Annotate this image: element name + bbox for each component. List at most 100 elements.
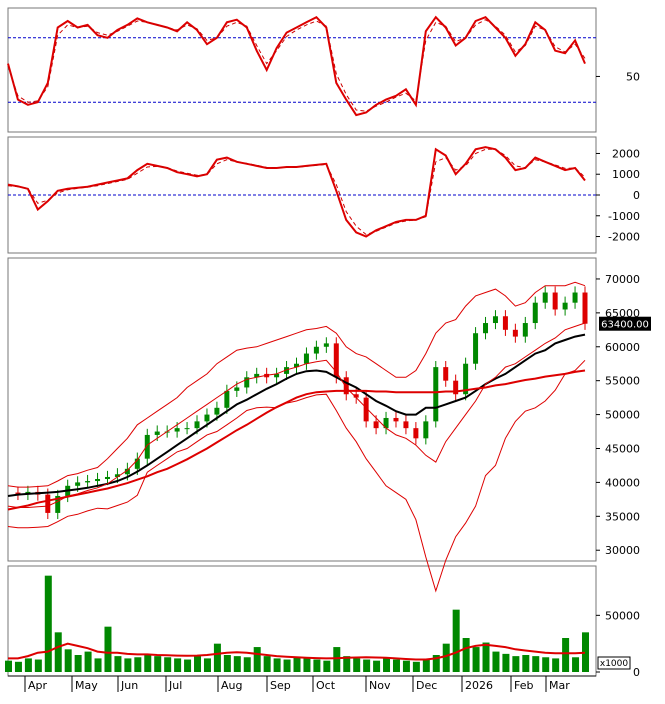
volume-bar (14, 661, 22, 672)
price-candle-body (323, 343, 329, 347)
volume-bar (34, 659, 42, 672)
price-candle-body (85, 481, 91, 483)
y-tick-label: 60000 (605, 341, 640, 354)
price-candle-body (55, 495, 61, 513)
volume-bar (492, 651, 500, 672)
volume-bar (154, 656, 162, 672)
volume-bar (373, 660, 381, 672)
volume-bar (422, 659, 430, 672)
price-candle-body (353, 394, 359, 398)
price-candle-body (254, 373, 260, 378)
volume-bar (233, 656, 241, 672)
price-candle-body (403, 421, 409, 429)
volume-bar (452, 609, 460, 672)
volume-bar (522, 655, 530, 672)
price-candle-body (562, 302, 568, 310)
volume-bar (532, 656, 540, 672)
volume-bar (253, 647, 261, 672)
x-month-label: Feb (514, 679, 533, 692)
y-tick-label: -1000 (608, 210, 640, 223)
volume-bar (562, 638, 570, 672)
volume-bar (114, 656, 122, 672)
volume-bar (442, 643, 450, 672)
volume-bar (432, 655, 440, 672)
price-candle-body (333, 343, 339, 378)
price-candle-body (343, 377, 349, 395)
volume-bar (5, 660, 12, 672)
volume-panel: 50000 0 x1000 (5, 575, 640, 679)
price-candle-body (492, 316, 498, 324)
price-candle-body (303, 353, 309, 364)
price-candle-body (502, 316, 508, 330)
y-tick-label: 70000 (605, 273, 640, 286)
volume-bar (283, 659, 291, 672)
price-candle-body (363, 397, 369, 422)
volume-bar (293, 657, 301, 672)
price-candle-body (144, 434, 150, 459)
y-tick-label: 55000 (605, 375, 640, 388)
volume-bar (383, 658, 391, 672)
x-month-label: Jun (120, 679, 138, 692)
price-candle-body (413, 428, 419, 439)
rsi-panel-frame (7, 7, 597, 133)
y-tick-label: 50000 (605, 409, 640, 422)
volume-bar (74, 655, 82, 672)
price-candle-body (552, 292, 558, 310)
price-series-line-3 (7, 281, 586, 488)
volume-bar (392, 659, 400, 672)
volume-unit-box (597, 656, 631, 670)
y-tick-label: 45000 (605, 442, 640, 455)
x-month-label: Aug (221, 679, 242, 692)
rsi-panel: 50 (7, 15, 640, 117)
volume-bar (94, 658, 102, 672)
volume-unit-label: x1000 (600, 659, 629, 669)
y-tick-label: 30000 (605, 544, 640, 557)
macd-series-line-0 (7, 146, 586, 238)
price-candle-body (373, 421, 379, 429)
y-tick-label: 35000 (605, 510, 640, 523)
volume-series-line-0 (8, 642, 586, 661)
x-month-label: Sep (270, 679, 291, 692)
price-candle-body (512, 329, 518, 337)
price-candle-body (522, 323, 528, 337)
volume-bar (104, 626, 112, 672)
price-panel: 70000 65000 60000 55000 50000 45000 40000 35000… (7, 273, 651, 593)
y-tick-label: 0 (633, 666, 640, 679)
price-candle-body (284, 367, 290, 374)
price-candle-body (294, 363, 299, 368)
volume-bar (174, 658, 182, 672)
volume-bar (263, 656, 271, 672)
price-candle-body (204, 414, 210, 422)
volume-bar (343, 656, 351, 672)
y-tick-label: 2000 (612, 147, 640, 160)
price-candle-body (453, 380, 459, 395)
volume-bar (144, 655, 152, 672)
rsi-series-line-0 (7, 15, 586, 117)
price-candle-body (114, 474, 120, 477)
price-series-line-2 (7, 369, 586, 511)
volume-bar (313, 659, 321, 672)
price-candle-body (174, 428, 180, 432)
volume-bar (542, 657, 550, 672)
price-candle-body (532, 302, 538, 324)
volume-bar (323, 660, 331, 672)
price-candle-body (463, 363, 469, 395)
price-candle-body (95, 479, 101, 482)
y-tick-label: 65000 (605, 307, 640, 320)
price-panel-frame (7, 257, 597, 562)
volume-bar (243, 657, 251, 672)
volume-bar (552, 658, 560, 672)
x-month-label: Nov (369, 679, 391, 692)
volume-bar (213, 643, 221, 672)
x-month-label: 2026 (465, 679, 493, 692)
price-candle-body (184, 428, 190, 430)
volume-bar (44, 575, 52, 672)
price-candle-body (134, 458, 140, 469)
axis-labels: Apr May Jun Jul Aug Sep Oct Nov Dec 2026 Feb Mar (8, 675, 596, 692)
price-candle-body (214, 407, 220, 415)
volume-bar (402, 660, 410, 672)
volume-bar (353, 658, 361, 672)
volume-bar (194, 656, 202, 672)
volume-bar (24, 658, 32, 672)
macd-series-line-1 (7, 148, 586, 236)
